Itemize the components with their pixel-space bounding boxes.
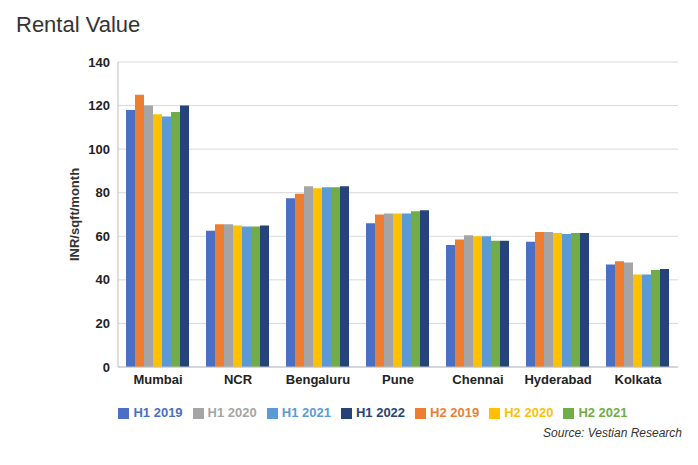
svg-text:20: 20 [96, 316, 110, 331]
html-text:Rental Value: Rental Value [16, 12, 141, 37]
svg-text:140: 140 [88, 55, 110, 70]
svg-text:0: 0 [103, 360, 110, 375]
svg-text:40: 40 [96, 272, 110, 287]
svg-text:Kolkata: Kolkata [615, 372, 663, 387]
svg-text:Pune: Pune [382, 372, 414, 387]
svg-text:Mumbai: Mumbai [133, 372, 182, 387]
svg-text:120: 120 [88, 98, 110, 113]
svg-text:80: 80 [96, 185, 110, 200]
svg-text:60: 60 [96, 229, 110, 244]
html-text:H1 2021: H1 2021 [281, 405, 331, 420]
html-text:H1 2022: H1 2022 [355, 405, 406, 420]
html-text:H1 2019: H1 2019 [133, 405, 183, 420]
html-text:Source: Vestian Research: Source: Vestian Research [543, 426, 682, 440]
svg-text:Bengaluru: Bengaluru [286, 372, 350, 387]
svg-text:INR/sqft/month: INR/sqft/month [67, 168, 82, 261]
svg-text:Hyderabad: Hyderabad [524, 372, 591, 387]
html-text:H1 2020: H1 2020 [207, 405, 257, 420]
svg-text:Chennai: Chennai [452, 372, 503, 387]
html-text:H2 2020: H2 2020 [504, 405, 554, 420]
html-text:H2 2019: H2 2019 [430, 405, 480, 420]
svg-text:NCR: NCR [224, 372, 253, 387]
html-text:H2 2021: H2 2021 [578, 405, 628, 420]
svg-text:100: 100 [88, 142, 110, 157]
